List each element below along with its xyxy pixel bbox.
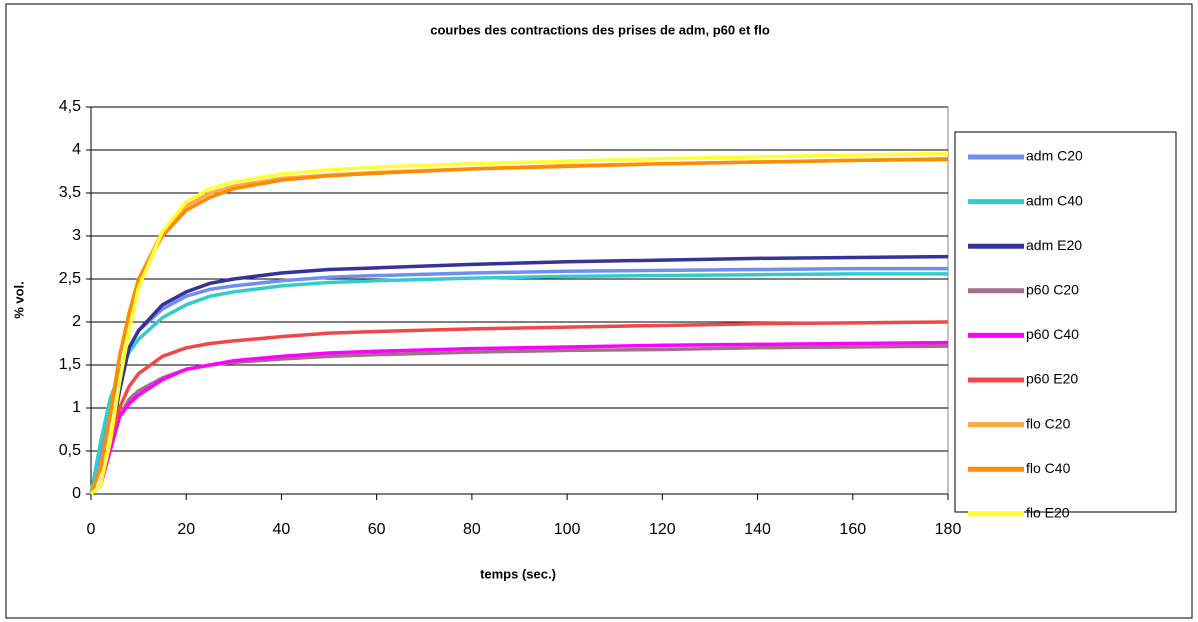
plot-area [90,106,949,495]
x-tick-label: 20 [177,521,195,538]
series-line [89,151,949,496]
y-axis-label: % vol. [11,281,26,319]
y-tick-label: 1,5 [59,356,81,373]
x-tick-label: 180 [935,521,962,538]
y-tick-label: 1 [72,399,81,416]
series-line [89,320,949,496]
legend-box [954,131,1177,513]
x-tick-label: 120 [649,521,676,538]
y-tick-label: 0 [72,485,81,502]
y-tick-label: 4,5 [59,98,81,115]
x-tick-label: 140 [744,521,771,538]
legend-label: flo C20 [1026,415,1071,431]
x-tick-label: 60 [368,521,386,538]
legend-label: flo E20 [1026,505,1070,521]
y-tick-label: 4 [72,141,81,158]
x-tick-label: 40 [273,521,291,538]
y-tick-label: 2 [72,313,81,330]
x-tick-label: 80 [463,521,481,538]
legend-label: p60 C40 [1026,326,1079,342]
x-axis-label: temps (sec.) [480,566,556,581]
series-line [89,340,949,496]
legend-label: adm C40 [1026,192,1083,208]
y-tick-label: 0,5 [59,442,81,459]
x-tick-label: 0 [87,521,96,538]
legend-label: flo C40 [1026,460,1071,476]
legend-label: p60 E20 [1026,371,1078,387]
chart-title: courbes des contractions des prises de a… [430,22,770,37]
y-tick-label: 3 [72,227,81,244]
y-tick-label: 3,5 [59,184,81,201]
y-tick-label: 2,5 [59,270,81,287]
legend-label: adm E20 [1026,237,1082,253]
legend-label: p60 C20 [1026,282,1079,298]
legend-label: adm C20 [1026,148,1083,164]
series-line [89,157,949,495]
x-tick-label: 100 [554,521,581,538]
x-tick-label: 160 [839,521,866,538]
